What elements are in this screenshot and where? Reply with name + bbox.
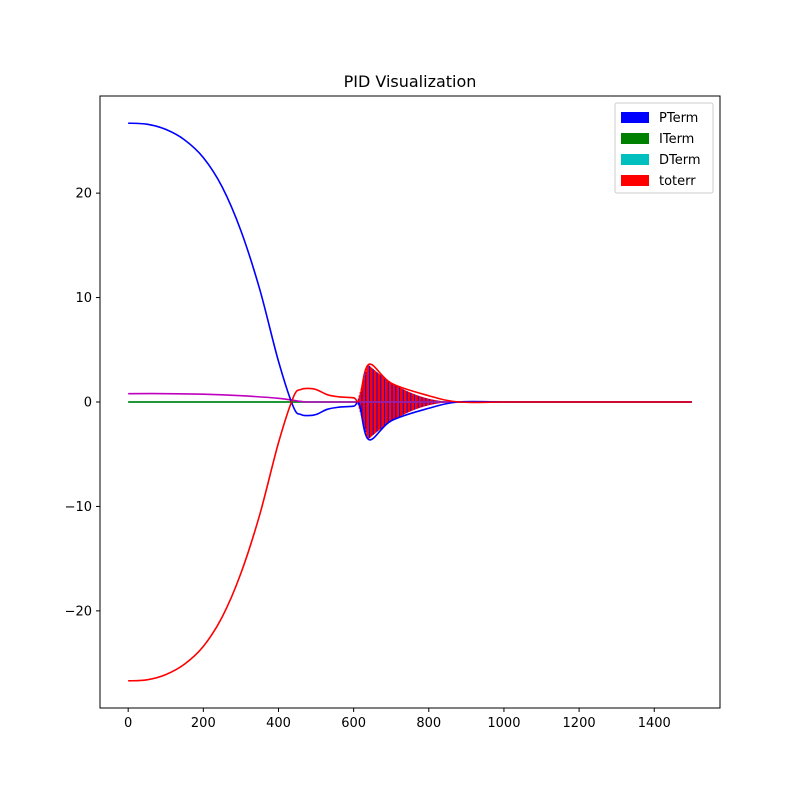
chart-title: PID Visualization xyxy=(344,72,477,91)
legend-label-dterm: DTerm xyxy=(659,153,701,168)
y-tick-label: 0 xyxy=(84,396,92,411)
x-tick-label: 600 xyxy=(341,716,366,731)
x-tick-label: 0 xyxy=(124,716,132,731)
y-tick-label: −10 xyxy=(65,500,92,515)
legend-label-pterm: PTerm xyxy=(659,111,698,126)
legend-box xyxy=(614,102,714,194)
toterr-series-line xyxy=(128,363,692,682)
legend-swatch-toterr xyxy=(621,175,649,186)
legend-swatch-pterm xyxy=(621,112,649,123)
x-tick-label: 800 xyxy=(416,716,441,731)
x-tick-label: 200 xyxy=(191,716,216,731)
y-axis: −20 −10 0 10 20 xyxy=(65,187,100,619)
legend-swatch-dterm xyxy=(621,154,649,165)
x-axis: 0 200 400 600 800 1000 1200 1400 xyxy=(124,708,671,731)
legend-swatch-iterm xyxy=(621,133,649,144)
x-tick-label: 1200 xyxy=(563,716,596,731)
y-tick-label: 20 xyxy=(75,187,92,202)
x-tick-label: 1000 xyxy=(487,716,520,731)
legend: PTerm ITerm DTerm toterr xyxy=(614,102,714,194)
plot-area xyxy=(128,122,692,682)
y-tick-label: 10 xyxy=(75,291,92,306)
x-tick-label: 400 xyxy=(266,716,291,731)
legend-label-toterr: toterr xyxy=(659,174,696,189)
x-tick-label: 1400 xyxy=(638,716,671,731)
legend-label-iterm: ITerm xyxy=(659,132,694,147)
y-tick-label: −20 xyxy=(65,604,92,619)
